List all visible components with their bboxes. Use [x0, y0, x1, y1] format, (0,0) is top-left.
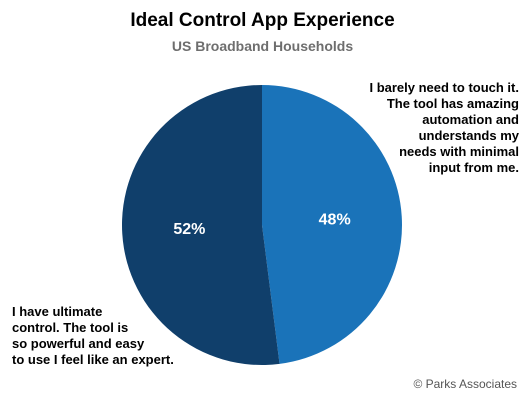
annotation-ultimate-control: I have ultimate control. The tool is so … [12, 304, 174, 367]
chart-subtitle: US Broadband Households [171, 38, 354, 54]
pie-label-automation: 48% [319, 212, 351, 229]
pie-label-ultimate-control: 52% [173, 221, 205, 238]
annotation-automation: I barely need to touch it. The tool has … [369, 80, 519, 175]
pie-slice-ultimate-control [121, 85, 280, 365]
source-credit: © Parks Associates [413, 377, 517, 391]
pie-slice-automation [262, 85, 402, 364]
chart-title: Ideal Control App Experience [130, 10, 395, 31]
